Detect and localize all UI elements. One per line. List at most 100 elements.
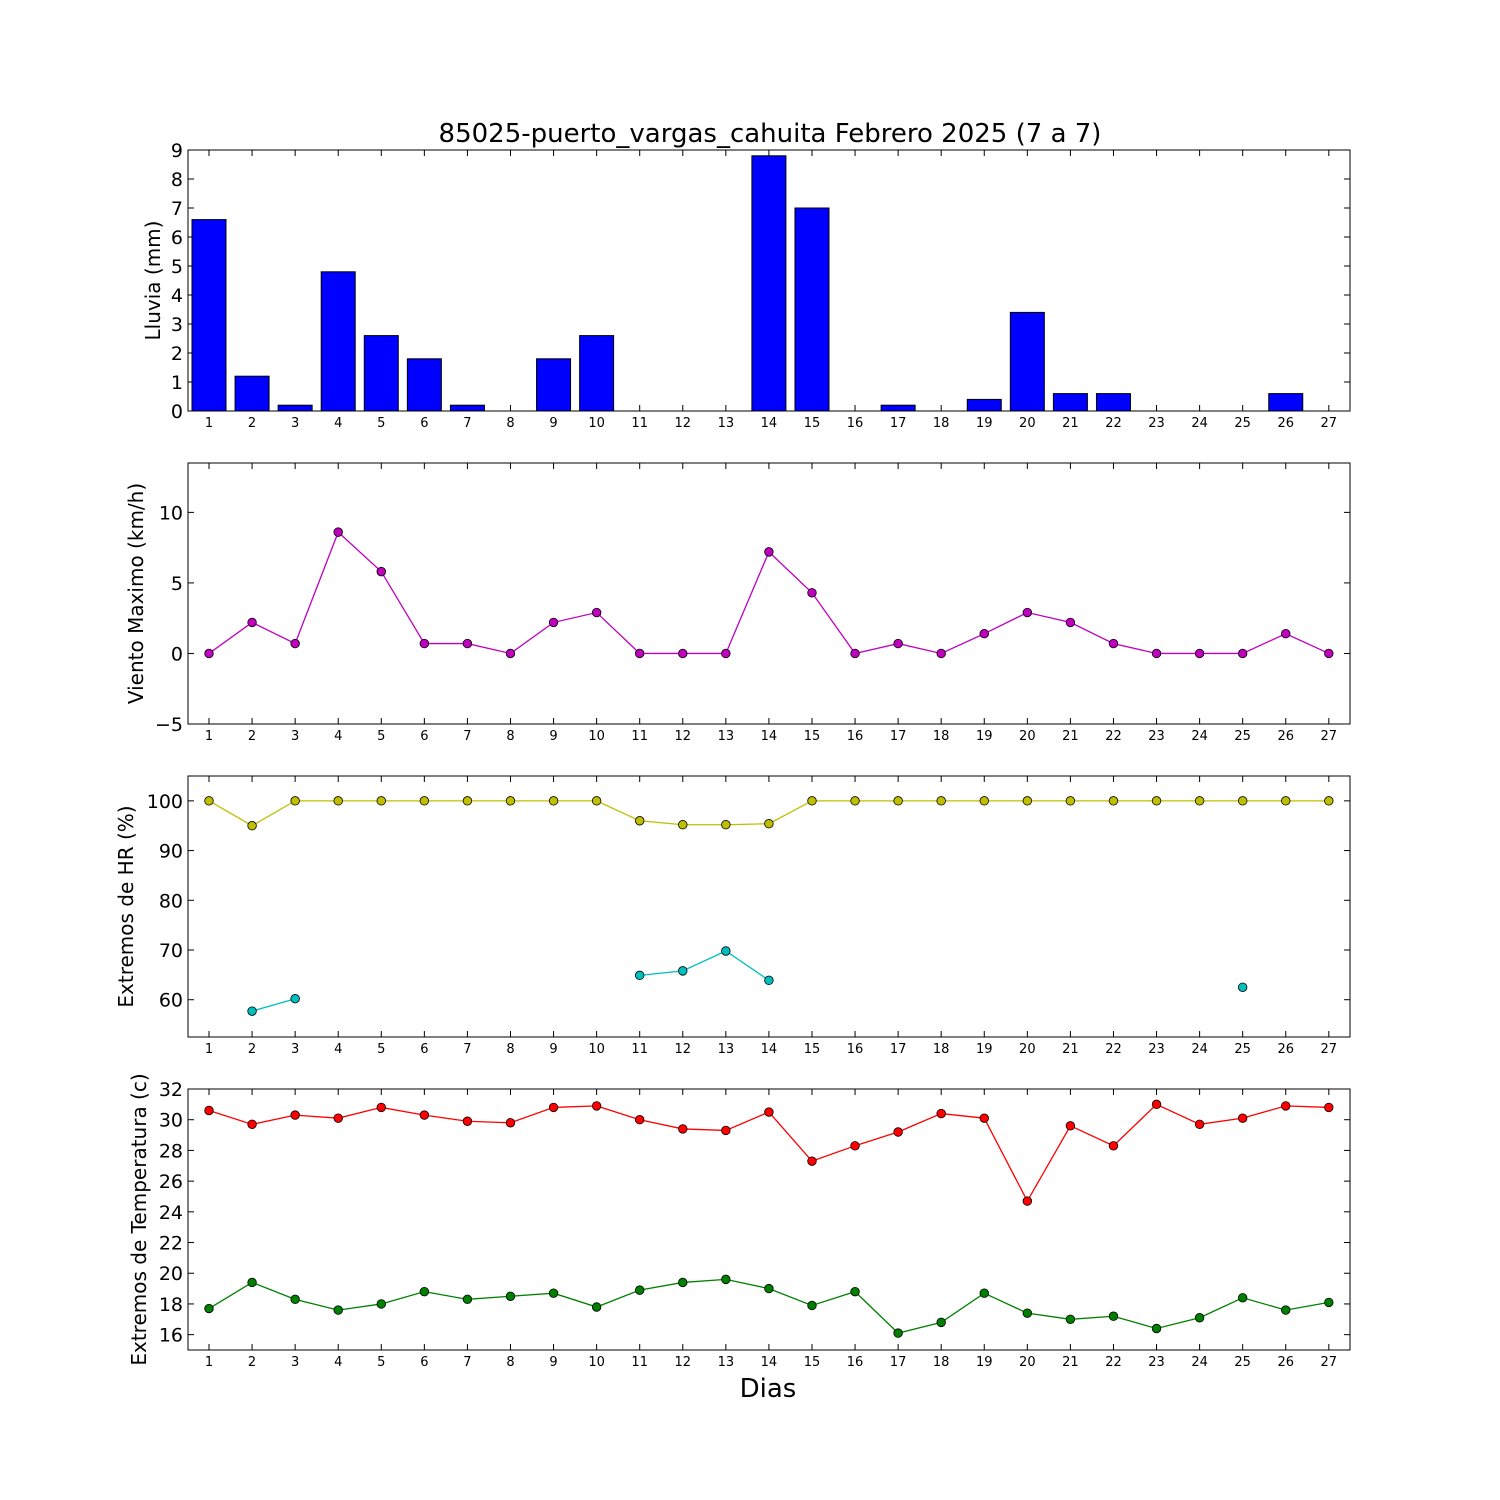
data-point: [1151, 1099, 1162, 1110]
x-tick-label: 8: [506, 1042, 514, 1057]
data-point: [1194, 1313, 1205, 1323]
x-axis-label: Dias: [740, 1374, 797, 1404]
data-point: [591, 1302, 602, 1312]
data-point: [1022, 1196, 1033, 1206]
data-point: [462, 638, 473, 649]
x-tick-label: 27: [1321, 416, 1338, 431]
data-point: [591, 607, 602, 618]
x-tick-label: 26: [1277, 1355, 1294, 1370]
bar: [406, 358, 442, 412]
data-point: [290, 1110, 300, 1120]
x-tick-label: 7: [463, 1355, 471, 1370]
y-tick-label: 24: [159, 1202, 183, 1224]
x-tick-label: 11: [631, 1355, 648, 1370]
y-tick-label: 16: [159, 1325, 183, 1347]
data-point: [936, 1317, 946, 1328]
data-point: [807, 1156, 817, 1166]
bar: [794, 207, 830, 412]
data-point: [419, 1286, 430, 1297]
y-tick-label: 90: [159, 841, 183, 863]
data-point: [1065, 1121, 1076, 1131]
x-tick-label: 17: [890, 1042, 907, 1057]
x-tick-label: 16: [847, 1042, 864, 1057]
x-tick-label: 4: [334, 416, 342, 431]
x-tick-label: 25: [1234, 416, 1251, 431]
bar: [1052, 393, 1088, 412]
data-point: [635, 1115, 645, 1125]
y-tick-label: 80: [159, 890, 183, 912]
data-point: [850, 1286, 860, 1297]
bar: [579, 335, 615, 412]
x-tick-label: 17: [890, 416, 907, 431]
x-tick-label: 2: [248, 416, 256, 431]
y-tick-label: 1: [171, 372, 183, 394]
y-tick-label: 9: [171, 140, 183, 162]
x-tick-label: 18: [933, 729, 950, 744]
data-point: [591, 796, 602, 806]
y-tick-label: 10: [159, 502, 183, 524]
x-tick-label: 7: [463, 416, 471, 431]
data-point: [678, 1277, 688, 1288]
bar: [449, 404, 485, 412]
data-point: [376, 1102, 386, 1113]
data-point: [807, 1300, 817, 1311]
bar: [536, 358, 572, 412]
data-point: [635, 648, 645, 659]
x-tick-label: 24: [1191, 729, 1208, 744]
x-tick-label: 11: [631, 1042, 648, 1057]
x-tick-label: 6: [420, 1355, 428, 1370]
x-tick-label: 1: [205, 1042, 213, 1057]
bar: [320, 271, 356, 412]
x-tick-label: 8: [506, 729, 514, 744]
x-tick-label: 22: [1105, 416, 1122, 431]
data-point: [764, 819, 774, 829]
x-tick-label: 12: [674, 1042, 691, 1057]
data-point: [635, 816, 645, 826]
x-tick-label: 8: [506, 416, 514, 431]
data-point: [1194, 648, 1205, 659]
data-point: [548, 796, 559, 806]
data-point: [1324, 648, 1334, 659]
x-tick-label: 14: [761, 416, 778, 431]
data-point: [419, 796, 430, 806]
data-point: [1022, 607, 1033, 618]
x-tick-label: 22: [1105, 729, 1122, 744]
x-tick-label: 1: [205, 1355, 213, 1370]
data-point: [678, 966, 688, 976]
x-tick-label: 24: [1191, 1042, 1208, 1057]
y-axis-label: Extremos de HR (%): [114, 805, 138, 1007]
x-tick-label: 4: [334, 1355, 342, 1370]
data-point: [204, 796, 214, 806]
data-point: [462, 1116, 473, 1126]
data-point: [1237, 796, 1248, 806]
x-tick-label: 23: [1148, 1042, 1165, 1057]
x-tick-label: 23: [1148, 729, 1165, 744]
data-point: [1108, 796, 1119, 806]
data-point: [247, 821, 257, 831]
x-tick-label: 22: [1105, 1355, 1122, 1370]
y-tick-label: 7: [171, 198, 183, 220]
x-tick-label: 25: [1234, 1355, 1251, 1370]
x-tick-label: 17: [890, 1355, 907, 1370]
bar: [234, 375, 270, 412]
data-point: [1194, 1119, 1205, 1130]
data-point: [1151, 648, 1162, 659]
data-point: [1065, 617, 1076, 628]
data-point: [850, 1141, 860, 1151]
data-point: [290, 796, 300, 806]
data-point: [333, 796, 343, 806]
bar: [1268, 393, 1304, 412]
data-point: [635, 970, 645, 981]
y-tick-label: −5: [155, 714, 183, 736]
data-point: [1065, 796, 1076, 806]
data-point: [893, 796, 903, 806]
x-tick-label: 21: [1062, 1042, 1079, 1057]
data-point: [1108, 1311, 1119, 1321]
x-tick-label: 24: [1191, 1355, 1208, 1370]
y-tick-label: 3: [171, 314, 183, 336]
y-tick-label: 100: [147, 791, 183, 813]
data-point: [764, 1107, 774, 1117]
data-point: [936, 648, 946, 659]
data-point: [1022, 796, 1033, 806]
bar: [277, 404, 313, 412]
